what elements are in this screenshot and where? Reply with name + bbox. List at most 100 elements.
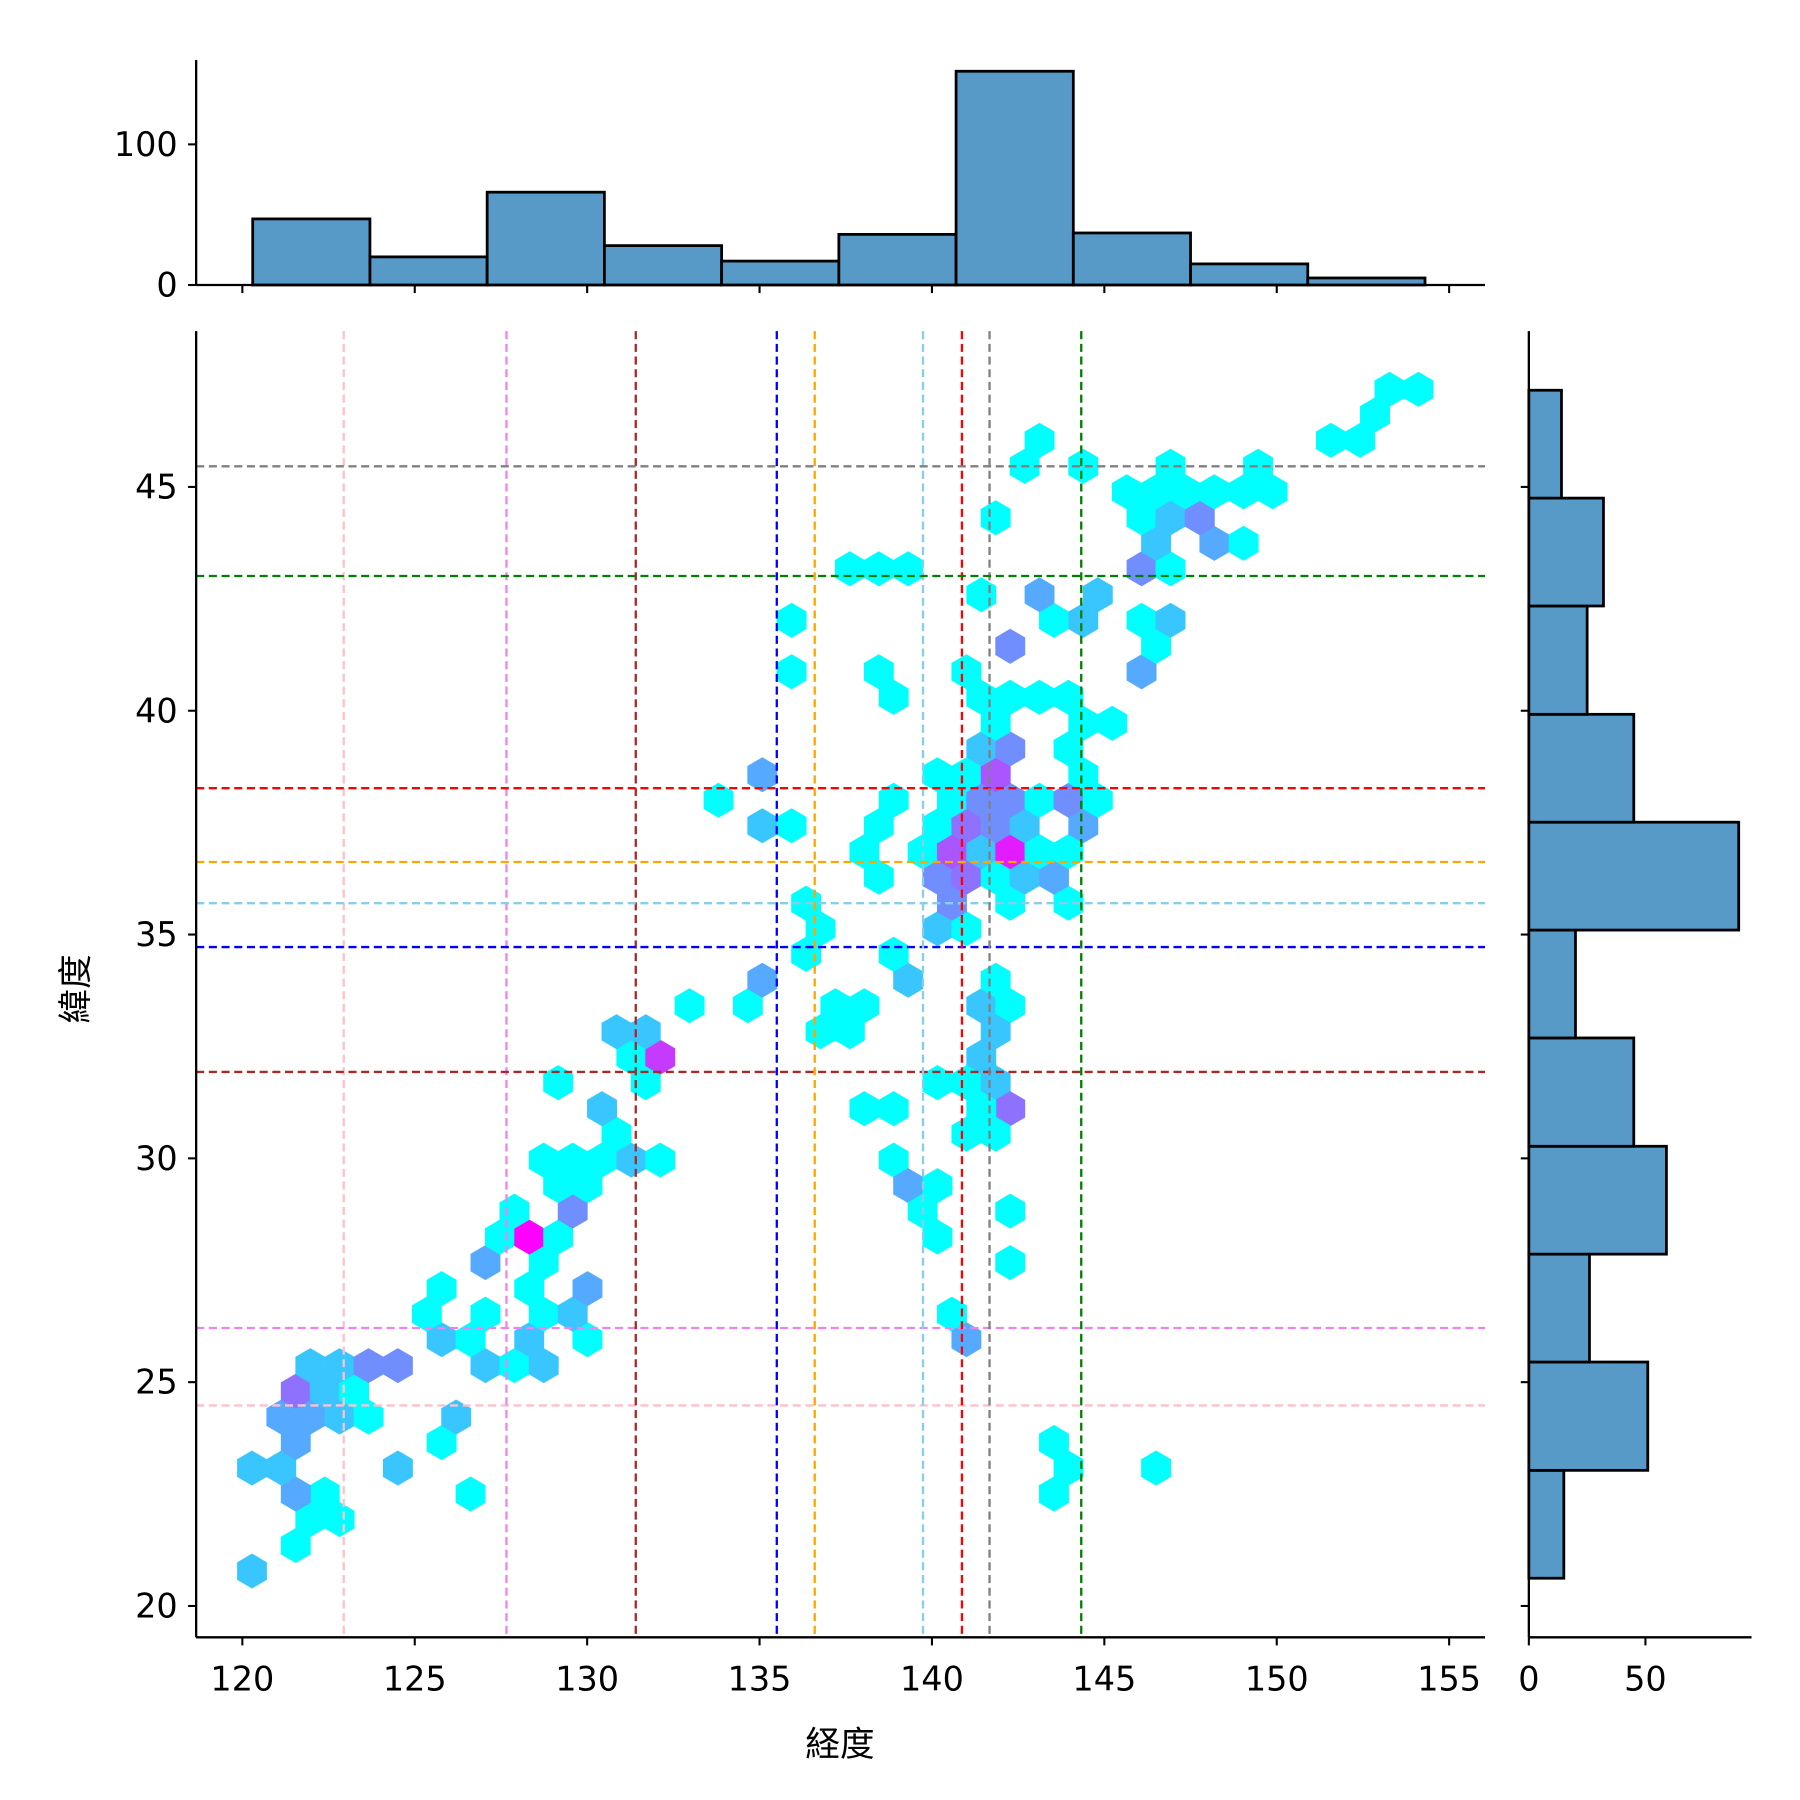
top-hist-bar [251,217,372,287]
hexbin-cell [980,500,1011,536]
hexbin-cell [966,577,997,613]
hexbin-cell [863,654,894,690]
right-hist-bar [1527,388,1563,500]
hexbin-cell [1243,448,1274,484]
top-hist-bar [837,232,958,287]
right-hist-bar [1527,1468,1566,1580]
x-axis-label: 経度 [805,1725,874,1765]
reference-lines [196,331,1485,1638]
hexbin-cell [514,1271,545,1307]
right-hist-x-tick-label: 0 [1518,1659,1539,1698]
right-hist-x-tick-label: 50 [1624,1659,1667,1698]
hexbin-cell [703,782,734,818]
hexbin-cell [1053,679,1084,715]
y-tick-label: 35 [135,915,178,954]
x-tick-label: 140 [900,1659,964,1698]
hexbin-cell [747,757,778,793]
x-tick-label: 155 [1417,1659,1481,1698]
hexbin-cell [1024,422,1055,458]
top-hist-y-tick-label: 100 [114,125,178,164]
y-tick-label: 20 [135,1587,178,1626]
hexbin-cell [1141,1450,1172,1486]
hexbin-cell [951,1322,982,1358]
x-tick-label: 135 [728,1659,792,1698]
top-hist-bar [485,190,606,287]
right-hist-bar [1527,712,1636,824]
hexbin-cell [1082,577,1113,613]
hexbin-cell [863,551,894,587]
hexbin-cell [834,551,865,587]
hexbin-cell [878,936,909,972]
top-hist-bar [720,259,841,287]
hexbin-cell [572,1271,603,1307]
hexbin-cell [470,1296,501,1332]
y-tick-label: 45 [135,467,178,506]
right-hist-bar [1527,604,1589,716]
top-hist-bar [1189,262,1310,287]
right-hist-bar [1527,496,1605,608]
hexbin-cell [1155,448,1186,484]
hexbin-cell [922,1219,953,1255]
x-tick-label: 130 [555,1659,619,1698]
hexbin-cell [441,1399,472,1435]
hexbin-cell [747,808,778,844]
y-tick-label: 40 [135,691,178,730]
hexbin-cell [237,1450,267,1486]
hexbin-cell [776,654,807,690]
hexbin-cell [1024,679,1055,715]
hexbin-cell [878,1091,909,1127]
hexbin-cell [645,1142,676,1178]
hexbin-cell [543,1065,574,1101]
right-hist-bar [1527,820,1741,932]
hexbin-cell [382,1450,413,1486]
hexbin-cell [951,654,982,690]
hexbin-cell [922,1065,953,1101]
hexbin-cell [280,1527,311,1564]
hexbin-cell [1024,577,1055,613]
y-tick-label: 25 [135,1363,178,1402]
top-hist-bar [954,69,1075,287]
hexbin-cell [995,1245,1026,1281]
hexbin-cell [426,1271,457,1307]
right-hist-bar [1527,1036,1636,1148]
hexbin-cell [630,1014,661,1050]
right-hist-bar [1527,1144,1668,1256]
right-hist-bar [1527,1360,1650,1472]
top-hist-bar [1071,231,1192,287]
hexbin-cell [995,628,1026,664]
hexbin-cell [849,1091,880,1127]
hexbin-cell [1068,448,1099,484]
right-marginal-histogram: 0 50 [1518,331,1752,1698]
hexbin-cell [1097,705,1128,741]
hexbin-cell [587,1091,617,1127]
top-hist-bar [368,255,489,287]
hexbin-cell [1039,1476,1069,1512]
hexbin-cell [1053,885,1084,921]
x-tick-label: 145 [1072,1659,1136,1698]
hexbin-cell [893,551,924,587]
x-tick-label: 125 [383,1659,447,1698]
main-axes: 120 125 130 135 140 145 150 155 20 25 30 35 40 45 [135,285,1529,1698]
hexbin-cell [878,782,909,818]
hexbin-cell [455,1476,486,1512]
top-hist-bar [603,244,724,287]
hexbin-cell [995,1193,1026,1229]
hexbin-cell [1403,371,1434,407]
top-hist-y-tick-label: 0 [156,266,177,305]
hexbin-cell [776,808,807,844]
x-tick-label: 150 [1245,1659,1309,1698]
hexbin-cell [543,1219,574,1255]
y-tick-label: 30 [135,1139,178,1178]
right-hist-bar [1527,1252,1591,1364]
hexbin-cell [776,602,807,638]
hexbin-cell [674,988,705,1024]
hexbin-cell [237,1553,267,1589]
hexbin-cell [1155,602,1186,638]
hexbin-cell [834,1014,865,1050]
y-axis-label: 緯度 [57,954,97,1023]
hexbin-cell [1228,525,1259,561]
x-tick-label: 120 [210,1659,274,1698]
top-marginal-histogram: 0 100 [114,59,1485,305]
hexbin-cell [382,1348,413,1384]
